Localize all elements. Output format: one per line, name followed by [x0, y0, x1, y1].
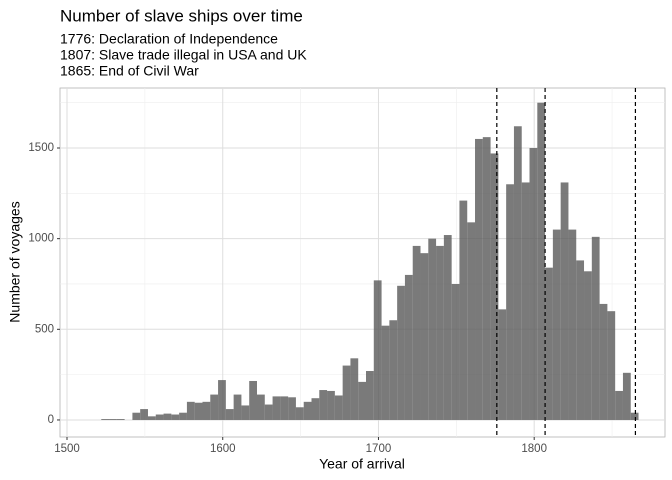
bar	[264, 404, 273, 420]
bar	[521, 182, 530, 420]
bar	[451, 283, 460, 420]
bar	[334, 395, 343, 420]
x-axis-label: Year of arrival	[319, 456, 405, 472]
bar	[560, 182, 569, 420]
bar	[475, 138, 483, 420]
bar	[622, 372, 631, 420]
bar	[443, 235, 452, 420]
bar	[428, 238, 437, 420]
subtitle: 1865: End of Civil War	[60, 63, 199, 79]
bar	[459, 200, 468, 420]
bar	[295, 407, 304, 420]
bar	[202, 401, 211, 420]
bar	[249, 380, 257, 420]
y-tick-label: 1500	[28, 142, 54, 154]
bar	[506, 184, 514, 420]
x-tick-label: 1600	[210, 443, 236, 455]
bar	[490, 153, 499, 420]
bar	[615, 390, 623, 420]
bar	[568, 229, 577, 420]
bar	[545, 267, 553, 420]
bar	[552, 229, 561, 420]
y-tick-label: 0	[48, 414, 54, 426]
bar	[186, 401, 195, 420]
bar	[319, 390, 328, 420]
bar	[436, 245, 444, 420]
bar	[288, 397, 296, 420]
bar	[147, 416, 156, 420]
bar	[591, 236, 600, 420]
bar	[373, 280, 382, 420]
x-tick-label: 1500	[54, 443, 80, 455]
bar	[311, 398, 320, 420]
bar	[194, 402, 203, 420]
bar	[210, 394, 219, 420]
bar	[132, 412, 141, 420]
bar	[225, 409, 234, 420]
bar	[389, 320, 398, 420]
bar	[537, 102, 546, 420]
bar	[513, 126, 522, 420]
bar	[529, 148, 538, 420]
bar	[241, 405, 250, 420]
bar	[116, 419, 125, 420]
bar	[342, 365, 351, 420]
bar	[412, 245, 421, 420]
bar	[599, 303, 608, 420]
bar	[109, 419, 117, 420]
subtitle: 1807: Slave trade illegal in USA and UK	[60, 47, 307, 63]
bar	[155, 414, 164, 420]
bar	[233, 394, 242, 420]
bar	[280, 396, 289, 420]
bar	[179, 412, 187, 420]
bar	[256, 394, 265, 420]
bar	[303, 401, 312, 420]
bar	[366, 371, 374, 420]
x-tick-label: 1800	[521, 443, 547, 455]
x-tick-label: 1700	[366, 443, 392, 455]
bar	[397, 285, 405, 420]
bar	[163, 413, 172, 420]
bar	[607, 311, 616, 420]
bar	[272, 396, 281, 420]
bar	[171, 414, 180, 420]
bar	[381, 325, 390, 420]
bar	[420, 253, 429, 420]
y-tick-label: 500	[35, 323, 54, 335]
y-axis-label: Number of voyages	[7, 201, 23, 322]
bar	[498, 309, 507, 420]
bar	[467, 222, 476, 420]
bar	[404, 274, 413, 420]
bar	[140, 409, 148, 420]
chart-title: Number of slave ships over time	[60, 6, 303, 25]
bar	[101, 419, 110, 420]
bar	[630, 412, 639, 420]
bar	[350, 358, 359, 420]
bar	[482, 137, 491, 420]
bar	[327, 390, 335, 420]
bar	[584, 271, 592, 420]
bar	[218, 380, 226, 420]
bar	[576, 260, 585, 420]
y-tick-label: 1000	[28, 233, 54, 245]
subtitle: 1776: Declaration of Independence	[60, 31, 278, 47]
bar	[358, 381, 367, 420]
